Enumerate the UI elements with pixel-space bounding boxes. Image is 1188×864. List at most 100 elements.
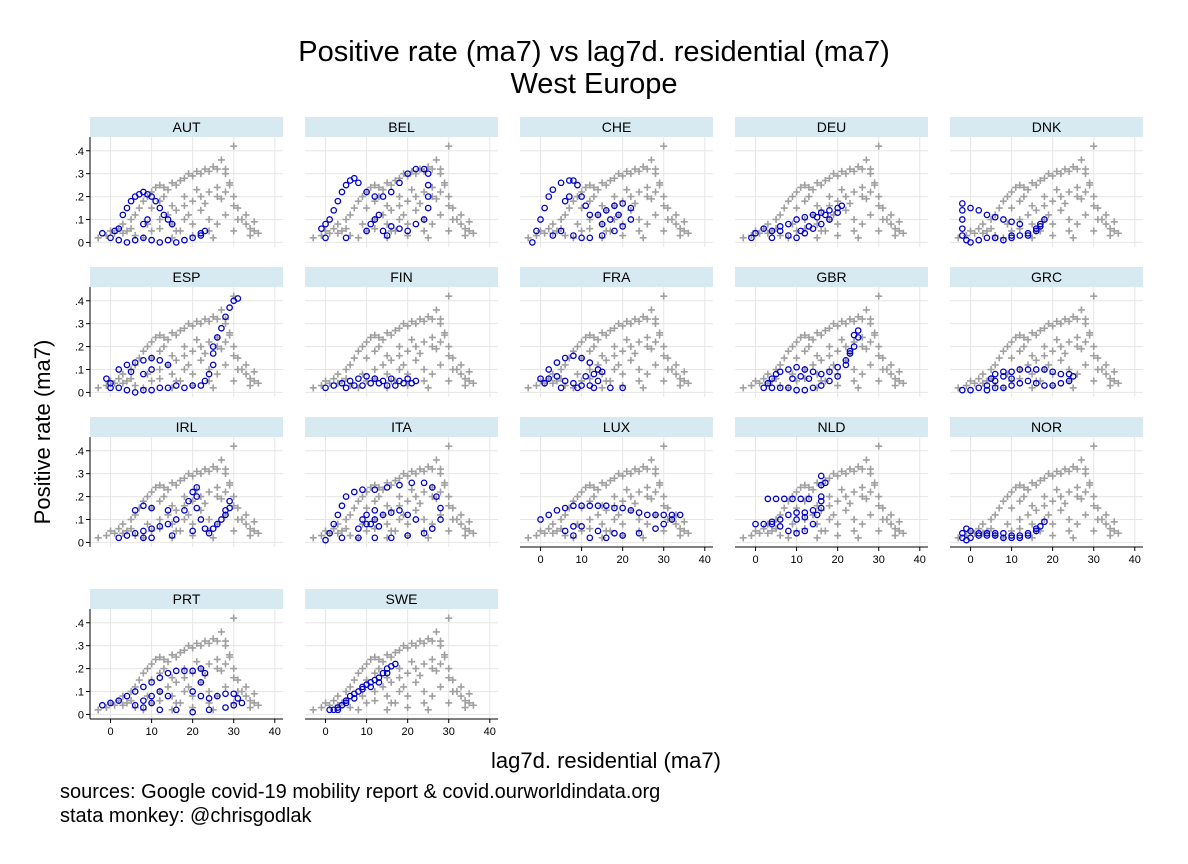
background-point (1008, 354, 1016, 362)
data-point-grc (975, 384, 983, 392)
background-point (813, 520, 821, 528)
background-point (342, 216, 350, 223)
y-tick-label: .1 (75, 687, 84, 699)
x-axis-label: lag7d. residential (ma7) (491, 748, 721, 773)
background-point (461, 525, 469, 533)
background-point (784, 197, 792, 205)
background-point (371, 181, 379, 189)
background-point (647, 345, 655, 353)
y-tick-label: .2 (75, 492, 84, 504)
data-point-esp (131, 359, 139, 366)
panel-gbr: GBR (735, 267, 928, 397)
background-point (412, 470, 420, 478)
background-point (213, 370, 221, 378)
background-point (962, 382, 970, 390)
background-point (1024, 486, 1032, 494)
background-point (615, 320, 623, 328)
background-point (346, 683, 354, 691)
background-point (838, 186, 846, 194)
background-point (842, 493, 850, 501)
background-point (541, 529, 549, 537)
background-point (652, 211, 660, 219)
data-point-dnk (975, 236, 983, 244)
background-point (354, 347, 362, 355)
panel-deu: DEU (735, 117, 928, 247)
background-point (867, 511, 875, 519)
background-point (391, 649, 399, 657)
background-point (350, 354, 358, 362)
background-point (408, 486, 416, 494)
background-point (1028, 179, 1036, 187)
data-point-grc (1049, 382, 1057, 389)
data-point-grc (1041, 366, 1048, 373)
background-point (1028, 352, 1036, 360)
background-point (598, 329, 606, 337)
data-point-nor (1000, 534, 1007, 542)
data-point-irl (164, 520, 172, 528)
data-point-esp (209, 350, 217, 357)
background-point (652, 165, 660, 173)
background-point (172, 181, 180, 189)
data-point-deu (793, 234, 800, 242)
data-point-gbr (846, 350, 854, 357)
data-point-che (606, 216, 614, 223)
data-point-swe (359, 685, 366, 693)
panel-label-aut: AUT (173, 119, 201, 135)
background-point (371, 225, 379, 233)
background-point (391, 327, 399, 335)
data-point-esp (226, 304, 233, 311)
background-point (586, 347, 594, 355)
background-point (375, 183, 383, 191)
background-point (143, 520, 151, 528)
data-point-esp (156, 356, 164, 364)
background-point (375, 343, 383, 351)
background-point (842, 320, 850, 328)
background-point (545, 525, 553, 533)
background-point (672, 370, 680, 378)
data-point-lux (594, 502, 602, 510)
background-point (400, 470, 408, 478)
data-point-swe (379, 669, 387, 677)
data-point-nld (760, 520, 768, 528)
panel-strip (520, 417, 713, 437)
panel-strip (735, 117, 928, 137)
data-point-esp (172, 382, 180, 389)
background-point (180, 193, 188, 201)
background-point (1032, 181, 1040, 189)
background-point (445, 227, 453, 235)
panel-strip (735, 417, 928, 437)
background-point (797, 183, 805, 191)
background-point (987, 366, 995, 373)
background-point (899, 529, 907, 537)
background-point (887, 370, 895, 378)
background-point (875, 352, 883, 360)
background-point (1024, 186, 1032, 194)
background-point (598, 479, 606, 487)
background-point (342, 366, 350, 373)
background-point (1073, 165, 1081, 173)
panel-fin: FIN (305, 267, 498, 397)
data-point-swe (342, 699, 350, 707)
data-point-swe (367, 683, 375, 691)
background-point (1094, 504, 1102, 512)
background-point (545, 225, 553, 233)
data-point-irl (197, 516, 205, 523)
background-point (1028, 479, 1036, 487)
background-point (412, 193, 420, 201)
data-point-lux (602, 534, 610, 542)
background-point (537, 527, 545, 535)
background-point (747, 382, 755, 390)
data-point-aut (156, 239, 164, 246)
data-point-nor (983, 532, 991, 539)
background-point (553, 527, 561, 535)
data-point-grc (1008, 368, 1015, 376)
background-point (561, 511, 569, 519)
background-point (615, 361, 623, 369)
background-point (234, 216, 242, 223)
background-point (217, 456, 225, 464)
data-point-nor (975, 529, 983, 537)
background-point (586, 525, 594, 533)
background-point (676, 225, 684, 233)
background-point (156, 347, 164, 355)
